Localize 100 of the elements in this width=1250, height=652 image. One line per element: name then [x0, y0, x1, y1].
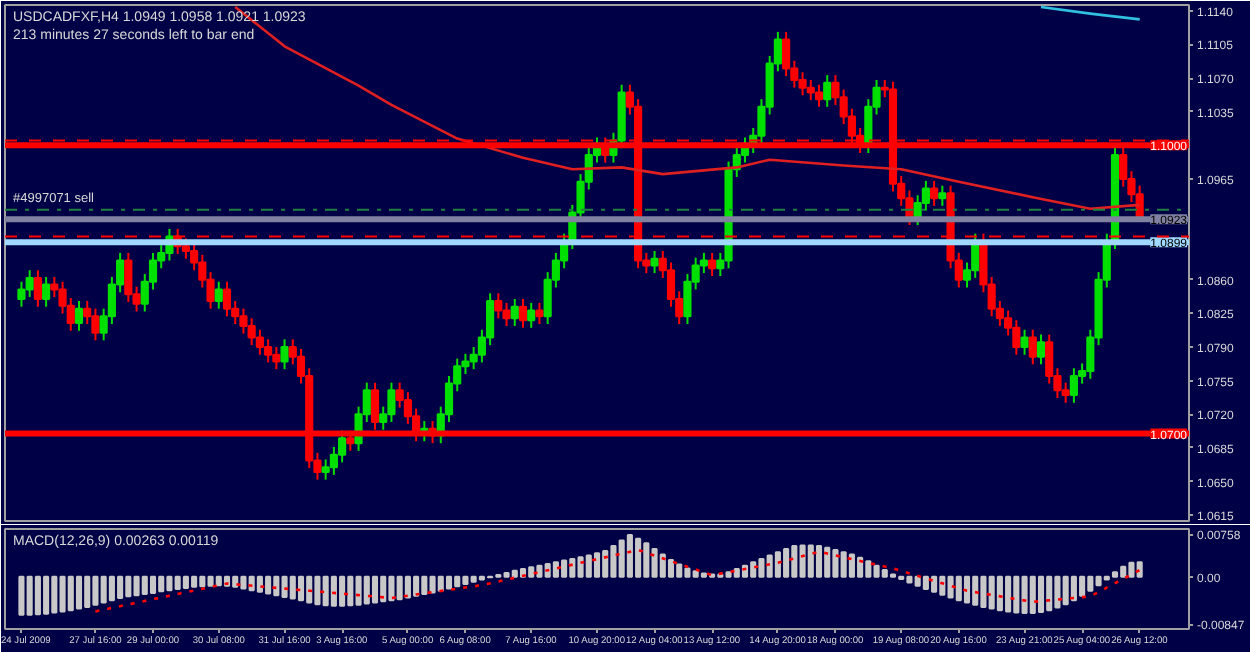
bar: [1120, 565, 1127, 578]
bar: [215, 575, 222, 587]
bar: [380, 575, 387, 603]
bar: [18, 575, 25, 616]
bar: [807, 544, 814, 578]
bar: [108, 575, 115, 602]
bar: [980, 575, 987, 608]
candlestick: [806, 78, 815, 102]
bar: [1054, 575, 1061, 609]
bar: [314, 575, 321, 606]
bar: [848, 553, 855, 578]
bar: [1005, 575, 1012, 613]
bar: [684, 567, 691, 578]
bar: [322, 575, 329, 607]
bar: [824, 546, 831, 578]
bar: [281, 575, 288, 598]
bar: [166, 575, 173, 592]
bar: [1013, 575, 1020, 614]
bar: [133, 575, 140, 597]
bar: [643, 542, 650, 578]
bar: [881, 569, 888, 578]
bar: [1079, 575, 1086, 597]
bar: [240, 575, 247, 590]
bar: [149, 575, 157, 594]
bar: [273, 575, 280, 597]
candlestick: [214, 280, 223, 310]
candlestick: [814, 83, 824, 108]
bar: [75, 575, 83, 610]
bar: [659, 553, 666, 578]
bar: [339, 575, 346, 607]
candlestick: [1061, 381, 1070, 404]
bar: [635, 537, 642, 578]
bar: [1062, 575, 1069, 606]
candlestick: [74, 299, 84, 332]
bar: [906, 575, 913, 584]
bar: [840, 551, 847, 578]
bar: [174, 575, 181, 591]
bar: [733, 567, 740, 578]
candlestick: [247, 317, 256, 347]
candlestick: [25, 269, 34, 299]
bar: [931, 575, 938, 593]
candlestick: [222, 280, 232, 318]
bar: [199, 575, 206, 588]
bar: [67, 575, 74, 612]
bar: [1111, 571, 1119, 578]
bar: [59, 575, 66, 613]
bar: [232, 575, 239, 588]
bar: [774, 551, 781, 578]
bar: [766, 554, 773, 578]
candlestick: [1012, 319, 1021, 356]
bar: [947, 575, 954, 599]
bar: [626, 533, 633, 578]
bar: [585, 554, 592, 578]
bar: [569, 557, 576, 578]
bar: [297, 575, 305, 602]
bar: [692, 570, 699, 578]
bar: [511, 569, 518, 578]
bar: [1095, 575, 1102, 587]
bar: [462, 575, 469, 586]
candlestick: [1028, 328, 1037, 366]
candlestick: [50, 275, 59, 299]
bar: [347, 575, 354, 607]
bar: [528, 566, 535, 578]
bar: [610, 545, 617, 578]
bar: [445, 575, 453, 590]
bar: [758, 557, 765, 578]
bar: [593, 552, 601, 578]
bar: [437, 575, 444, 592]
bar: [182, 575, 189, 589]
bar: [988, 575, 995, 610]
candlestick: [502, 301, 511, 327]
bar: [34, 575, 41, 616]
bar: [207, 575, 214, 587]
bar: [832, 548, 839, 578]
bar: [922, 575, 929, 591]
candlestick: [387, 381, 396, 424]
bar: [577, 556, 584, 578]
bar: [306, 575, 313, 604]
bar: [43, 575, 50, 615]
bar: [92, 575, 99, 606]
bar: [388, 575, 395, 602]
bar: [396, 575, 403, 601]
bar: [1037, 575, 1045, 613]
bar: [857, 556, 864, 578]
candlestick: [518, 298, 528, 329]
bar: [667, 559, 675, 578]
candlestick: [510, 298, 519, 327]
bar: [914, 575, 921, 587]
bar: [972, 575, 979, 606]
bar: [1070, 575, 1077, 602]
bar: [996, 575, 1003, 612]
candlestick: [1020, 328, 1029, 356]
candlestick: [264, 338, 273, 364]
bar: [651, 547, 658, 578]
bar: [783, 547, 790, 578]
bar: [26, 575, 33, 616]
bar: [963, 575, 971, 604]
bar: [330, 575, 337, 607]
candlestick: [527, 301, 536, 329]
bar: [100, 575, 107, 604]
